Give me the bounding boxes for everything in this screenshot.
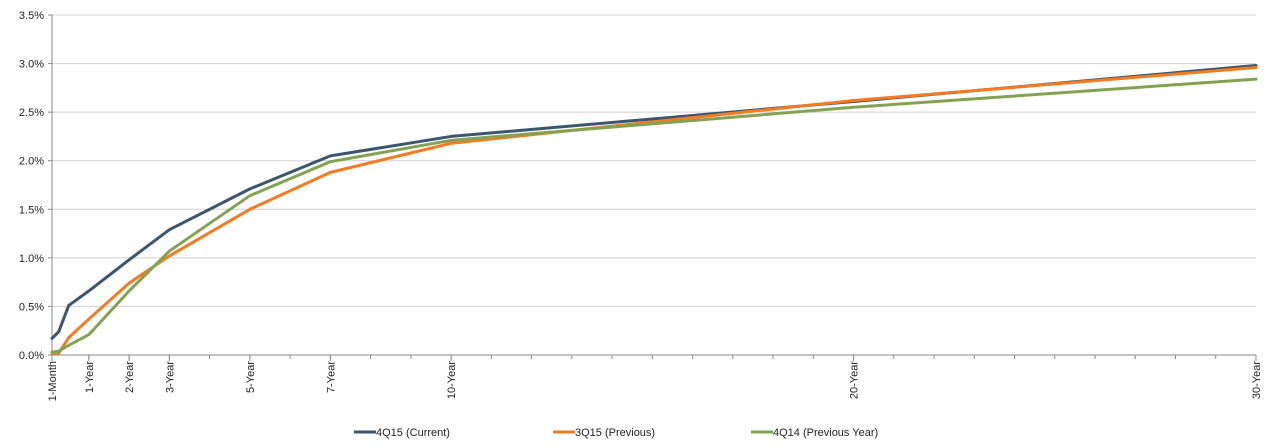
y-tick-label: 3.5% [19, 10, 44, 22]
series-lines [50, 64, 1258, 355]
legend: 4Q15 (Current) 3Q15 (Previous) 4Q14 (Previ… [354, 427, 878, 439]
series-line-2 [50, 65, 1258, 355]
y-tick-label: 0.5% [19, 301, 44, 313]
legend-label: 4Q14 (Previous Year) [773, 427, 878, 439]
y-tick-label: 1.5% [19, 204, 44, 216]
y-tick-label: 2.5% [19, 107, 44, 119]
axes [51, 15, 1256, 356]
x-tick-label: 2-Year [124, 361, 136, 393]
series-line-3 [50, 77, 1258, 354]
y-gridlines [52, 14, 1256, 307]
y-tick-label: 2.0% [19, 156, 44, 168]
y-axis-ticks: 0.0% 0.5% 1.0% 1.5% 2.0% 2.5% 3.0% 3.5% [19, 10, 52, 362]
x-tick-label: 1-Month [47, 361, 59, 401]
x-tick-label: 7-Year [325, 361, 337, 393]
legend-label: 4Q15 (Current) [376, 427, 450, 439]
y-tick-label: 3.0% [19, 59, 44, 71]
x-tick-label: 1-Year [84, 361, 96, 393]
x-tick-label: 20-Year [849, 361, 861, 399]
y-tick-label: 0.0% [19, 350, 44, 362]
x-tick-label: 30-Year [1251, 361, 1263, 399]
y-tick-label: 1.0% [19, 253, 44, 265]
series-line-1 [50, 64, 1258, 340]
x-axis-ticks: 1-Month 1-Year 2-Year 3-Year 5-Year 7-Year 10-… [47, 355, 1263, 401]
x-tick-label: 10-Year [446, 361, 458, 399]
x-tick-label: 3-Year [164, 361, 176, 393]
x-tick-label: 5-Year [245, 361, 257, 393]
legend-label: 3Q15 (Previous) [575, 427, 655, 439]
